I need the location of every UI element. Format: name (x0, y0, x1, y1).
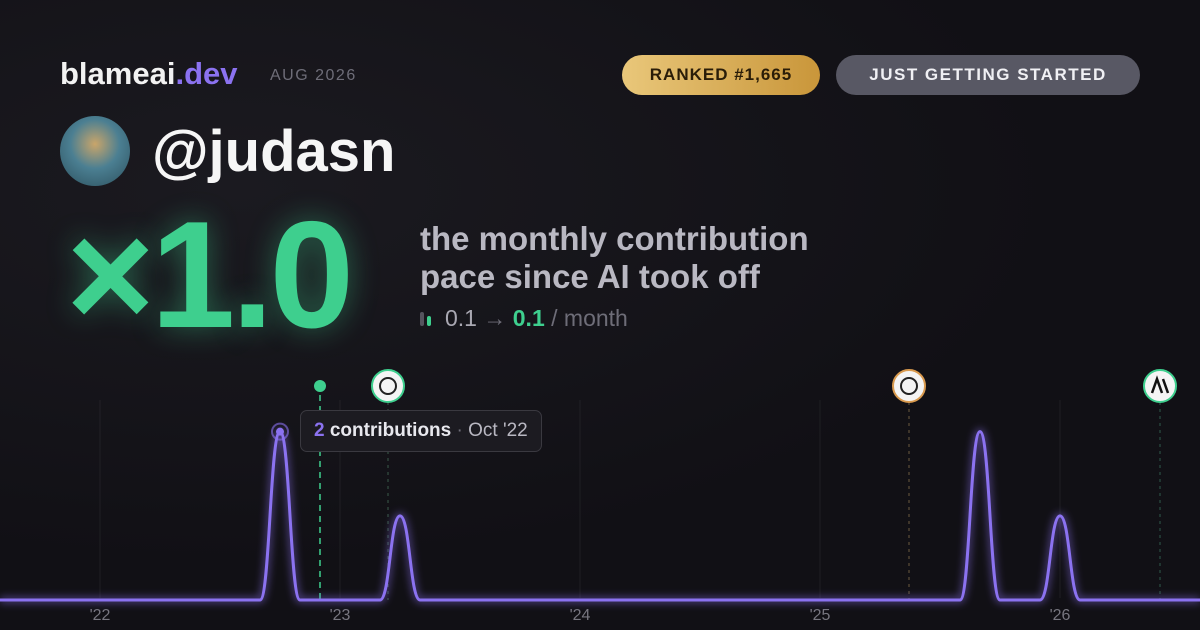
line-glow (0, 428, 1200, 604)
period: AUG 2026 (270, 67, 357, 84)
avatar (60, 116, 130, 186)
event-icon-glyph (1150, 375, 1170, 394)
line (0, 430, 1200, 602)
event-icon-glyph (900, 377, 918, 395)
caption-line: pace since AI took off (420, 258, 760, 295)
pace: 0.1 → 0.1 / month (420, 305, 628, 332)
event-icon-glyph (379, 377, 397, 395)
event-icon (892, 369, 926, 403)
pace-icon (420, 312, 424, 326)
multiplier: ×1.0 (66, 190, 354, 360)
pace-arrow: → (483, 305, 507, 331)
rank-badge: RANKED #1,665 (622, 55, 820, 95)
x-tick-label: '23 (330, 607, 351, 624)
plot: '22 '23 '24 '25 '26 (0, 400, 1200, 624)
highlight-ring (271, 422, 289, 441)
pace-from: 0.1 (445, 305, 477, 331)
brand-name: blameai (60, 56, 176, 91)
event-dot (314, 380, 326, 392)
pace-icon (427, 316, 431, 326)
status-badge: JUST GETTING STARTED (836, 55, 1140, 95)
caption-line: the monthly contribution (420, 220, 809, 257)
tooltip-label: contributions (329, 420, 452, 441)
tooltip: 2 contributions · Oct '22 (300, 410, 542, 452)
x-tick-label: '24 (570, 607, 591, 624)
brand: blameai.dev (60, 56, 237, 92)
event-markers (314, 369, 1177, 600)
handle: @judasn (152, 119, 396, 184)
event-icon (371, 369, 405, 403)
x-tick-label: '22 (90, 607, 111, 624)
tooltip-value: 2 (314, 420, 325, 441)
x-tick-label: '25 (810, 607, 831, 624)
caption: the monthly contribution pace since AI t… (420, 220, 809, 296)
brand-tld: .dev (175, 56, 238, 91)
pace-to: 0.1 (512, 305, 545, 331)
tooltip-date: Oct '22 (468, 420, 528, 441)
highlight-point (276, 427, 284, 436)
pace-unit: / month (551, 305, 628, 331)
x-tick-label: '26 (1050, 607, 1071, 624)
